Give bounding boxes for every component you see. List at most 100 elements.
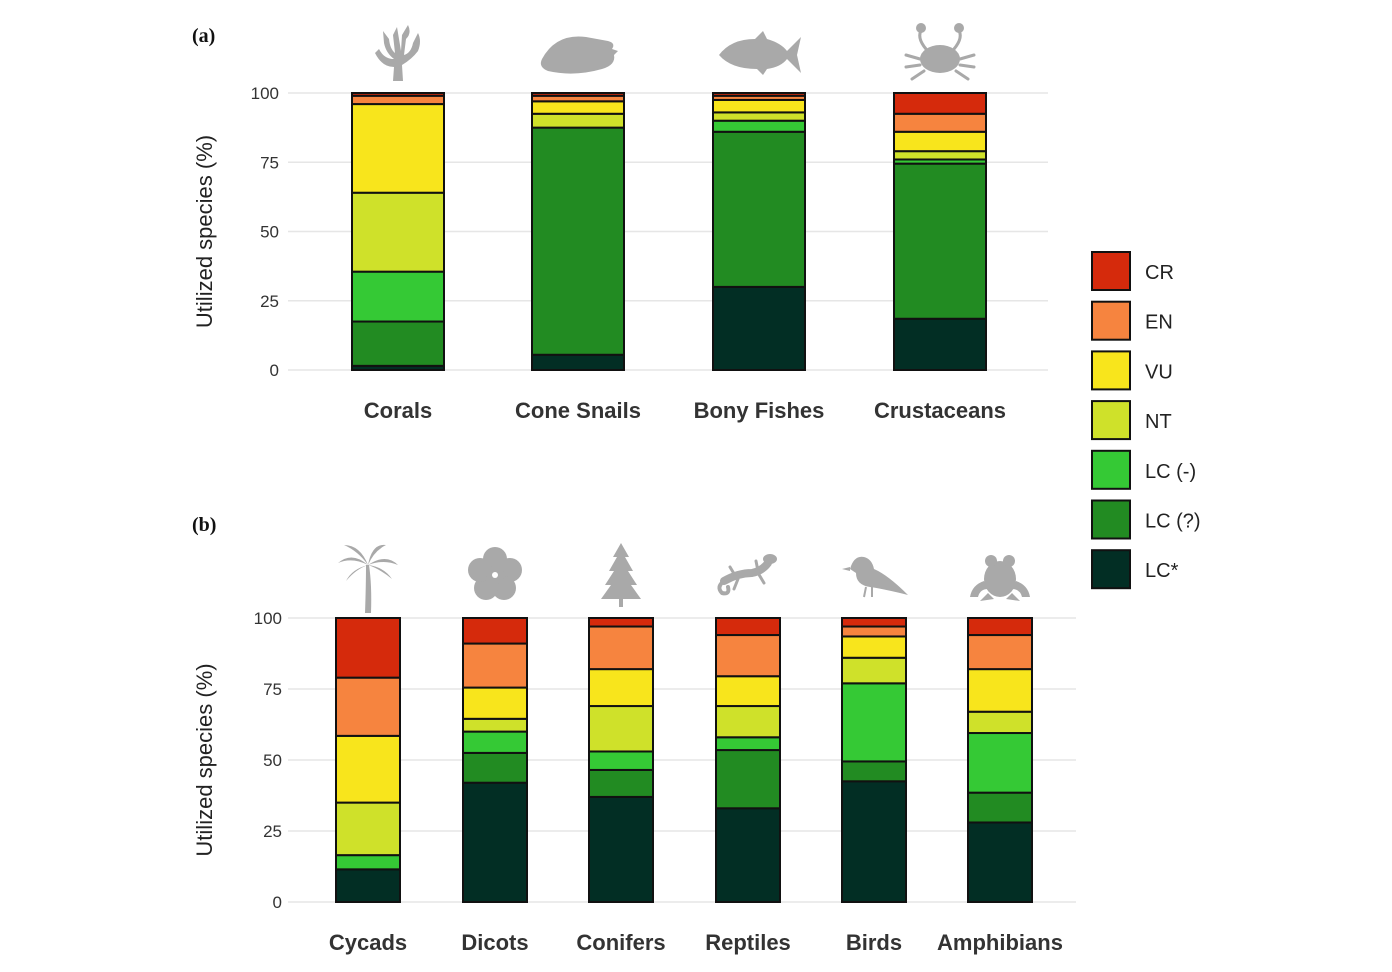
cone-snail-icon bbox=[540, 36, 618, 74]
bar-segment-birds-nt bbox=[841, 656, 907, 685]
bar-segment-crustaceans-nt bbox=[893, 150, 987, 161]
bar-segment-bony-fishes-lc bbox=[712, 119, 806, 133]
panel-b-label: (b) bbox=[192, 514, 216, 536]
bar-segment-corals-vu bbox=[351, 103, 445, 194]
bar-segment-dicots-lc bbox=[462, 730, 528, 754]
category-label-dicots: Dicots bbox=[461, 930, 528, 955]
chart-a: 0 25 50 75 100 Utilized species (%) Corals Cone… bbox=[192, 21, 1048, 423]
bar-segment-birds-lc bbox=[841, 760, 907, 783]
frog-icon bbox=[970, 555, 1030, 601]
y-axis-label: Utilized species (%) bbox=[192, 135, 217, 328]
lizard-icon bbox=[719, 554, 777, 593]
bar-segment-crustaceans-cr bbox=[893, 92, 987, 115]
y-tick-label: 25 bbox=[263, 822, 282, 841]
legend-label-vu: VU bbox=[1145, 361, 1173, 383]
bar-segment-cone-snails-lc bbox=[531, 126, 625, 356]
category-label-amphibians: Amphibians bbox=[937, 930, 1063, 955]
bar-segment-cycads-vu bbox=[335, 734, 401, 804]
bar-segment-corals-cr bbox=[351, 92, 445, 97]
y-tick-label: 50 bbox=[263, 751, 282, 770]
bar-segment-dicots-lc bbox=[462, 751, 528, 784]
bar-segment-corals-lc bbox=[351, 320, 445, 367]
crab-icon bbox=[904, 21, 976, 81]
y-tick-label: 25 bbox=[260, 292, 279, 311]
y-tick-label: 75 bbox=[260, 153, 279, 172]
bar-segment-cone-snails-cr bbox=[531, 92, 625, 97]
y-tick-label: 100 bbox=[251, 84, 279, 103]
legend-label-lc-star: LC* bbox=[1145, 560, 1179, 582]
bar-segment-corals-nt bbox=[351, 191, 445, 273]
bird-icon bbox=[841, 555, 909, 598]
bar-segment-bony-fishes-lc bbox=[712, 130, 806, 288]
legend: CR EN VU NT LC (-) LC (?) LC* bbox=[1091, 251, 1201, 590]
bar-segment-birds-lc bbox=[841, 682, 907, 763]
bar-segment-bony-fishes-lc-star bbox=[712, 285, 806, 371]
bar-segment-amphibians-lc-star bbox=[967, 821, 1033, 903]
bar-segment-cone-snails-nt bbox=[531, 112, 625, 129]
category-label-bony-fishes: Bony Fishes bbox=[694, 398, 825, 423]
category-label-cycads: Cycads bbox=[329, 930, 407, 955]
legend-label-cr: CR bbox=[1145, 262, 1174, 284]
y-tick-label: 75 bbox=[263, 680, 282, 699]
bar-segment-crustaceans-en bbox=[893, 112, 987, 133]
bar-segment-dicots-vu bbox=[462, 686, 528, 720]
bar-segment-cycads-lc bbox=[335, 854, 401, 871]
bar-segment-reptiles-lc-star bbox=[715, 807, 781, 904]
bar-segment-corals-en bbox=[351, 94, 445, 106]
legend-swatch-lc bbox=[1091, 499, 1131, 540]
y-tick-label: 100 bbox=[254, 609, 282, 628]
bar-segment-cycads-cr bbox=[335, 617, 401, 679]
bar-segment-reptiles-lc bbox=[715, 736, 781, 752]
category-label-birds: Birds bbox=[846, 930, 902, 955]
legend-swatch-lc bbox=[1091, 449, 1131, 490]
bar-segment-bony-fishes-vu bbox=[712, 98, 806, 114]
bar-segment-cycads-nt bbox=[335, 801, 401, 857]
bar-segment-cone-snails-vu bbox=[531, 100, 625, 115]
bar-segment-conifers-lc-star bbox=[588, 795, 654, 903]
legend-swatch-nt bbox=[1091, 400, 1131, 441]
category-label-corals: Corals bbox=[364, 398, 432, 423]
bar-segment-conifers-lc bbox=[588, 750, 654, 771]
bar-segment-conifers-nt bbox=[588, 705, 654, 753]
y-tick-label: 0 bbox=[270, 361, 279, 380]
fish-icon bbox=[719, 31, 801, 75]
conifer-tree-icon bbox=[601, 543, 641, 607]
chart-b: 0 25 50 75 100 Utilized species (%) Cycads Dico… bbox=[192, 543, 1076, 955]
legend-swatch-vu bbox=[1091, 350, 1131, 391]
bar-segment-amphibians-en bbox=[967, 634, 1033, 671]
y-tick-label: 0 bbox=[273, 893, 282, 912]
bar-segment-crustaceans-lc bbox=[893, 162, 987, 320]
bar-segment-birds-en bbox=[841, 625, 907, 638]
bar-segment-reptiles-nt bbox=[715, 705, 781, 739]
bar-segment-conifers-lc bbox=[588, 768, 654, 798]
bar-segment-crustaceans-vu bbox=[893, 130, 987, 153]
bar-segment-conifers-vu bbox=[588, 668, 654, 708]
bar-segment-cycads-en bbox=[335, 676, 401, 737]
bar-segment-bony-fishes-nt bbox=[712, 111, 806, 122]
y-axis-label: Utilized species (%) bbox=[192, 663, 217, 856]
category-label-cone-snails: Cone Snails bbox=[515, 398, 641, 423]
legend-label-nt: NT bbox=[1145, 411, 1172, 433]
y-tick-label: 50 bbox=[260, 223, 279, 242]
category-label-conifers: Conifers bbox=[576, 930, 665, 955]
bar-segment-bony-fishes-cr bbox=[712, 92, 806, 97]
bar-segment-conifers-en bbox=[588, 625, 654, 671]
bar-segment-amphibians-lc bbox=[967, 732, 1033, 794]
hibiscus-flower-icon bbox=[468, 547, 522, 600]
bar-segment-corals-lc bbox=[351, 270, 445, 323]
legend-label-lc: LC (?) bbox=[1145, 511, 1201, 533]
bar-segment-cone-snails-lc-star bbox=[531, 353, 625, 372]
legend-swatch-cr bbox=[1091, 251, 1131, 291]
bar-segment-crustaceans-lc-star bbox=[893, 317, 987, 372]
legend-swatch-en bbox=[1091, 300, 1131, 341]
category-label-crustaceans: Crustaceans bbox=[874, 398, 1006, 423]
legend-swatch-lc-star bbox=[1091, 549, 1131, 590]
bar-segment-birds-lc-star bbox=[841, 780, 907, 903]
bar-segment-reptiles-en bbox=[715, 634, 781, 678]
bar-segment-reptiles-vu bbox=[715, 675, 781, 708]
bar-segment-birds-vu bbox=[841, 635, 907, 659]
bar-segment-amphibians-nt bbox=[967, 710, 1033, 735]
bar-segment-dicots-cr bbox=[462, 617, 528, 645]
bar-segment-amphibians-cr bbox=[967, 617, 1033, 637]
